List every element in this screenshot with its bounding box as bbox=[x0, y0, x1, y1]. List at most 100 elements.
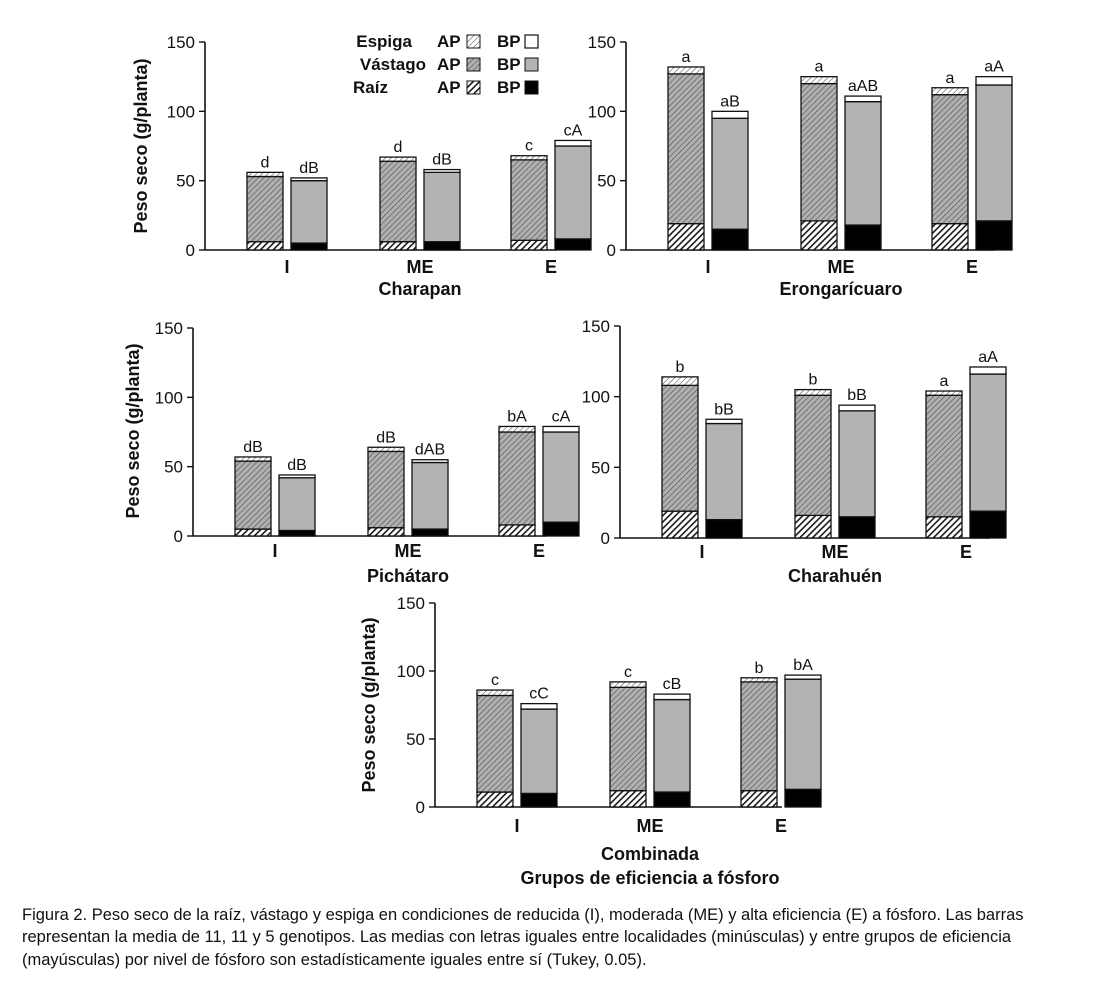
sig-letter-erongaricuaro-me-ap: a bbox=[815, 59, 824, 76]
bar-combinada-i-ap-vastago bbox=[476, 694, 514, 793]
y-tick-label-150: 150 bbox=[588, 33, 616, 52]
bar-charahuen-i-ap-vastago bbox=[661, 384, 699, 512]
x-axis-label-combinada: Grupos de eficiencia a fósforo bbox=[520, 868, 779, 888]
bar-erongaricuaro-me-ap-espiga bbox=[800, 76, 838, 85]
x-tick-label-combinada-me: ME bbox=[637, 816, 664, 836]
bar-charapan-me-bp-raiz bbox=[423, 241, 461, 251]
sig-letter-pichataro-i-ap: dB bbox=[243, 439, 263, 456]
sig-letter-combinada-e-ap: b bbox=[755, 660, 764, 677]
panel-charapan: 0 50 100 150 Peso seco (g/planta) d dB Id dB ME c c… bbox=[131, 33, 592, 299]
bar-pichataro-i-bp-espiga bbox=[278, 474, 316, 479]
bar-pichataro-me-ap-raiz bbox=[367, 527, 405, 537]
bar-charahuen-me-bp-vastago bbox=[838, 410, 876, 518]
x-tick-label-erongaricuaro-i: I bbox=[705, 257, 710, 277]
legend-bp-raiz: BP bbox=[497, 78, 521, 97]
bar-charapan-e-bp-raiz bbox=[554, 238, 592, 251]
legend: Espiga AP BP Vástago AP BP Raíz AP BP bbox=[353, 32, 539, 97]
bar-erongaricuaro-me-bp-vastago bbox=[844, 100, 882, 226]
sig-letter-erongaricuaro-e-ap: a bbox=[946, 70, 955, 87]
x-tick-label-pichataro-me: ME bbox=[395, 541, 422, 561]
legend-label-vastago: Vástago bbox=[360, 55, 426, 74]
bar-charapan-e-ap-vastago bbox=[510, 159, 548, 241]
bar-erongaricuaro-i-bp-vastago bbox=[711, 117, 749, 230]
bar-charapan-e-bp-espiga bbox=[554, 139, 592, 147]
legend-label-raiz: Raíz bbox=[353, 78, 388, 97]
bar-combinada-i-ap-raiz bbox=[476, 791, 514, 808]
y-tick-label-100: 100 bbox=[397, 662, 425, 681]
bar-charahuen-e-bp-vastago bbox=[969, 373, 1007, 512]
sig-letter-pichataro-e-bp: cA bbox=[552, 408, 571, 425]
panel-charahuen: 0 50 100 150 b bB Ib bB ME a aA E Charahuén bbox=[582, 317, 1007, 586]
bar-pichataro-e-ap-raiz bbox=[498, 524, 536, 537]
sig-letter-charapan-e-ap: c bbox=[525, 138, 533, 155]
bar-pichataro-me-bp-raiz bbox=[411, 528, 449, 537]
bar-charahuen-e-ap-vastago bbox=[925, 394, 963, 518]
legend-swatch-raiz-bp bbox=[524, 80, 539, 95]
bar-charapan-i-bp-espiga bbox=[290, 177, 328, 182]
bar-charahuen-e-ap-raiz bbox=[925, 516, 963, 539]
bar-pichataro-me-bp-vastago bbox=[411, 461, 449, 530]
sig-letter-charapan-i-ap: d bbox=[261, 154, 270, 171]
legend-bp-espiga: BP bbox=[497, 32, 521, 51]
legend-ap-vastago: AP bbox=[437, 55, 461, 74]
bar-erongaricuaro-i-ap-espiga bbox=[667, 66, 705, 75]
panel-pichataro: 0 50 100 150 Peso seco (g/planta) dB dB IdB dAB M… bbox=[123, 319, 580, 586]
bar-combinada-e-ap-espiga bbox=[740, 677, 778, 683]
bar-erongaricuaro-i-bp-espiga bbox=[711, 110, 749, 119]
bar-erongaricuaro-i-bp-raiz bbox=[711, 228, 749, 251]
x-tick-label-charahuen-me: ME bbox=[822, 542, 849, 562]
bar-combinada-e-bp-espiga bbox=[784, 674, 822, 680]
bar-charahuen-e-bp-raiz bbox=[969, 510, 1007, 539]
bar-charahuen-i-bp-raiz bbox=[705, 518, 743, 539]
y-tick-label-100: 100 bbox=[588, 102, 616, 121]
bar-pichataro-me-ap-vastago bbox=[367, 450, 405, 529]
bar-charapan-i-ap-vastago bbox=[246, 175, 284, 243]
bar-charahuen-me-bp-raiz bbox=[838, 516, 876, 539]
legend-row-vastago: Vástago AP BP bbox=[360, 55, 539, 74]
y-tick-label-0: 0 bbox=[416, 798, 425, 817]
bar-pichataro-e-bp-espiga bbox=[542, 425, 580, 433]
bar-charapan-i-bp-vastago bbox=[290, 180, 328, 244]
legend-row-raiz: Raíz AP BP bbox=[353, 78, 539, 97]
sig-letter-erongaricuaro-me-bp: aAB bbox=[848, 78, 878, 95]
panel-title-erongaricuaro: Erongarícuaro bbox=[779, 279, 902, 299]
bar-erongaricuaro-e-ap-raiz bbox=[931, 223, 969, 251]
bar-combinada-i-bp-espiga bbox=[520, 702, 558, 710]
legend-ap-espiga: AP bbox=[437, 32, 461, 51]
x-tick-label-erongaricuaro-me: ME bbox=[828, 257, 855, 277]
bar-charahuen-e-ap-espiga bbox=[925, 390, 963, 396]
bar-pichataro-e-ap-vastago bbox=[498, 431, 536, 526]
bar-combinada-e-bp-vastago bbox=[784, 678, 822, 790]
y-tick-label-150: 150 bbox=[397, 594, 425, 613]
figure-caption: Figura 2. Peso seco de la raíz, vástago … bbox=[22, 906, 1024, 969]
bar-combinada-me-ap-vastago bbox=[609, 686, 647, 792]
sig-letter-combinada-i-ap: c bbox=[491, 672, 499, 689]
y-tick-label-0: 0 bbox=[607, 241, 616, 260]
sig-letter-charapan-me-bp: dB bbox=[432, 152, 452, 169]
bar-erongaricuaro-me-ap-raiz bbox=[800, 220, 838, 251]
bar-charahuen-me-ap-raiz bbox=[794, 514, 832, 539]
bar-erongaricuaro-e-bp-raiz bbox=[975, 220, 1013, 251]
bar-combinada-me-ap-raiz bbox=[609, 790, 647, 808]
legend-row-espiga: Espiga AP BP bbox=[356, 32, 539, 51]
bar-pichataro-me-bp-espiga bbox=[411, 459, 449, 464]
x-tick-label-charapan-i: I bbox=[284, 257, 289, 277]
x-tick-label-erongaricuaro-e: E bbox=[966, 257, 978, 277]
sig-letter-charahuen-me-ap: b bbox=[809, 372, 818, 389]
x-tick-label-charapan-e: E bbox=[545, 257, 557, 277]
bar-charapan-e-ap-espiga bbox=[510, 155, 548, 161]
panel-title-combinada: Combinada bbox=[601, 844, 700, 864]
bar-erongaricuaro-e-ap-espiga bbox=[931, 87, 969, 96]
x-tick-label-charapan-me: ME bbox=[407, 257, 434, 277]
bar-charahuen-me-bp-espiga bbox=[838, 404, 876, 412]
legend-swatch-vastago-ap bbox=[466, 57, 481, 72]
bar-charapan-me-bp-espiga bbox=[423, 168, 461, 173]
y-tick-label-0: 0 bbox=[186, 241, 195, 260]
x-tick-label-combinada-i: I bbox=[514, 816, 519, 836]
panel-combinada: 0 50 100 150 Peso seco (g/planta) c cC Ic cB ME b b… bbox=[359, 594, 822, 888]
bar-combinada-me-ap-espiga bbox=[609, 681, 647, 688]
bar-charapan-e-ap-raiz bbox=[510, 239, 548, 251]
bar-charahuen-i-bp-vastago bbox=[705, 422, 743, 521]
y-tick-label-100: 100 bbox=[582, 388, 610, 407]
bar-pichataro-me-ap-espiga bbox=[367, 446, 405, 453]
